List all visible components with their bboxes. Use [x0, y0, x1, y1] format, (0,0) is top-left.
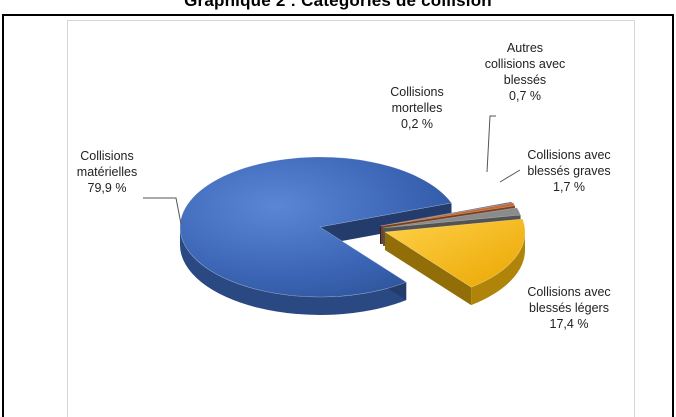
- slice-label-line: Collisions: [390, 85, 444, 99]
- chart-title: Graphique 2 : Catégories de collision: [184, 0, 492, 10]
- slice-label-graves: Collisions avec blessés graves 1,7 %: [514, 147, 624, 195]
- slice-label-line: blessés graves: [527, 164, 611, 178]
- slice-label-line: Collisions avec: [527, 285, 611, 299]
- slice-materielles: [179, 156, 453, 298]
- left-border-line: [2, 14, 4, 417]
- chart-area: [67, 20, 635, 417]
- slice-value: 79,9 %: [87, 181, 127, 195]
- slice-label-materielles: Collisions matérielles 79,9 %: [60, 148, 154, 196]
- slice-label-line: mortelles: [391, 101, 443, 115]
- slice-graves: [382, 207, 521, 229]
- slice-label-line: Collisions: [80, 149, 134, 163]
- top-border-line: [2, 14, 674, 16]
- slice-value: 0,2 %: [401, 117, 433, 131]
- slice-mortelles: [379, 201, 513, 227]
- slice-materielles-wall: [320, 202, 452, 245]
- slice-label-autres: Autres collisions avec blessés 0,7 %: [470, 40, 580, 104]
- slice-value: 0,7 %: [509, 89, 541, 103]
- leader-line-autres: [486, 115, 496, 173]
- slice-value: 1,7 %: [553, 180, 585, 194]
- slice-label-mortelles: Collisions mortelles 0,2 %: [372, 84, 462, 132]
- slice-value: 17,4 %: [549, 317, 589, 331]
- slice-label-line: blessés: [503, 73, 547, 87]
- slice-label-line: matérielles: [76, 165, 138, 179]
- right-border-line: [672, 14, 674, 417]
- slice-label-line: collisions avec: [484, 57, 566, 71]
- slice-materielles-edge: [180, 227, 407, 315]
- slice-autres: [380, 202, 516, 227]
- slice-legers: [384, 218, 526, 288]
- leader-line-materielles: [143, 197, 182, 225]
- leader-line-graves: [499, 169, 521, 183]
- slice-label-line: Autres: [506, 41, 544, 55]
- slice-legers-wall: [385, 232, 472, 306]
- slice-label-line: Collisions avec: [527, 148, 611, 162]
- slice-legers-edge: [471, 232, 525, 306]
- slice-label-legers: Collisions avec blessés légers 17,4 %: [514, 284, 624, 332]
- slice-label-line: blessés légers: [529, 301, 609, 315]
